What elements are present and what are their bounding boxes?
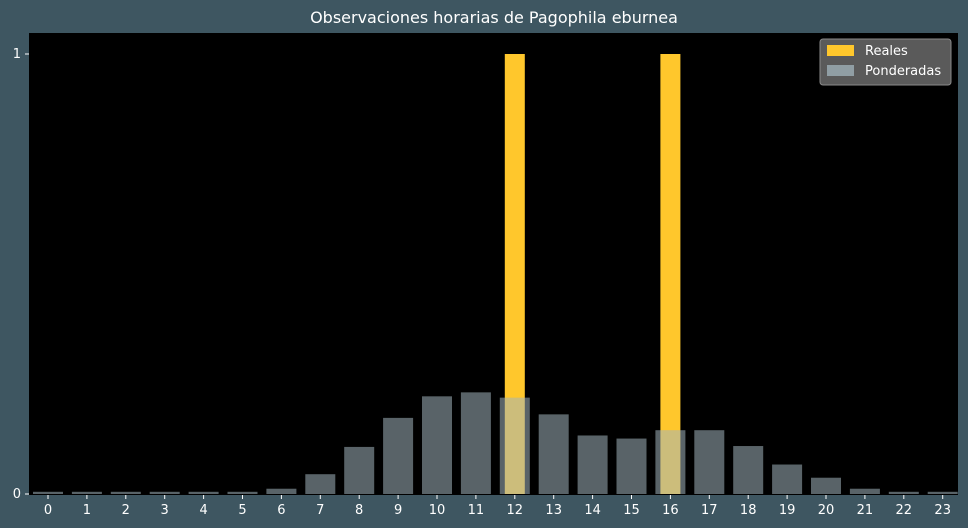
bar-ponderadas [33, 491, 63, 494]
bar-ponderadas [227, 491, 258, 494]
x-tick-label: 1 [83, 503, 91, 518]
x-tick-label: 17 [701, 503, 718, 518]
x-tick-label: 7 [316, 503, 324, 518]
x-tick-label: 8 [355, 503, 363, 518]
axes: 010 1 2 3 4 5 6 7 8 9 10 11 12 13 14 15 16 17 18 19 20 21 22 23 [13, 47, 951, 518]
bar-ponderadas [499, 397, 530, 494]
bar-ponderadas [422, 396, 452, 494]
bar-ponderadas [733, 446, 764, 494]
x-tick-label: 3 [161, 503, 169, 518]
x-tick-label: 6 [277, 503, 285, 518]
bar-ponderadas [344, 446, 375, 494]
x-tick-label: 10 [429, 503, 446, 518]
plot-area [29, 33, 958, 495]
x-tick-label: 5 [238, 503, 246, 518]
x-tick-label: 18 [740, 503, 757, 518]
x-tick-label: 19 [779, 503, 796, 518]
x-tick-label: 20 [818, 503, 835, 518]
bar-ponderadas [266, 488, 297, 494]
bar-ponderadas [927, 491, 958, 494]
x-tick-label: 9 [394, 503, 402, 518]
bar-ponderadas [694, 430, 725, 494]
x-tick-label: 4 [199, 503, 207, 518]
legend-label: Ponderadas [865, 64, 941, 79]
x-tick-label: 23 [934, 503, 951, 518]
x-tick-label: 22 [896, 503, 913, 518]
bar-ponderadas [188, 491, 219, 494]
bar-ponderadas [888, 491, 919, 494]
bar-reales [660, 54, 681, 494]
bar-ponderadas [655, 430, 686, 494]
bar-ponderadas [538, 414, 569, 494]
x-tick-label: 15 [623, 503, 640, 518]
legend-swatch [827, 65, 854, 76]
bar-ponderadas [149, 491, 180, 494]
bar-ponderadas [460, 392, 491, 494]
chart-title: Observaciones horarias de Pagophila ebur… [310, 8, 678, 27]
bar-ponderadas [71, 491, 102, 494]
legend-label: Reales [865, 44, 908, 59]
bar-ponderadas [772, 464, 803, 494]
x-tick-label: 0 [44, 503, 52, 518]
y-tick-label: 1 [13, 47, 21, 62]
bars [33, 54, 958, 494]
x-tick-label: 21 [857, 503, 874, 518]
x-tick-label: 2 [122, 503, 130, 518]
bar-reales [504, 54, 525, 494]
legend: Reales Ponderadas [819, 38, 952, 86]
bar-ponderadas [383, 417, 414, 494]
legend-swatch [827, 45, 854, 56]
x-tick-label: 11 [468, 503, 485, 518]
y-tick-label: 0 [13, 487, 21, 502]
bar-ponderadas [849, 488, 880, 494]
x-tick-label: 13 [545, 503, 562, 518]
bar-ponderadas [305, 474, 336, 494]
x-tick-label: 12 [507, 503, 524, 518]
bar-ponderadas [616, 438, 647, 494]
bar-ponderadas [110, 491, 141, 494]
bar-ponderadas [577, 435, 608, 494]
bar-ponderadas [811, 477, 841, 494]
x-tick-label: 14 [584, 503, 601, 518]
x-tick-label: 16 [662, 503, 679, 518]
